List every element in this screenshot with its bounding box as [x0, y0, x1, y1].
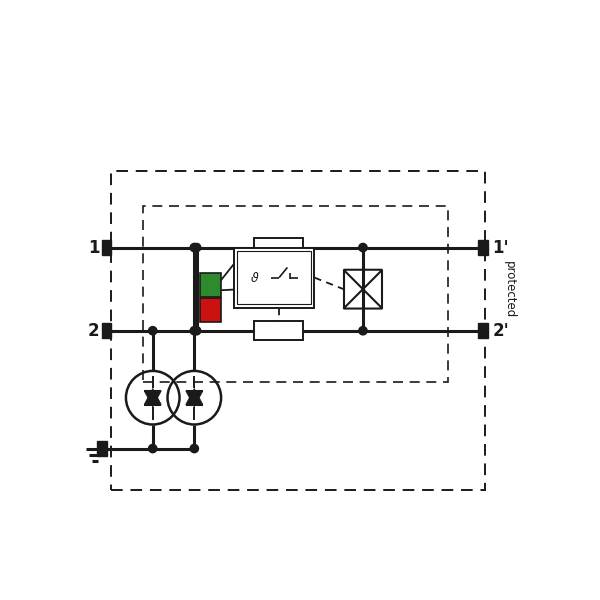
Text: $\vartheta$: $\vartheta$ — [250, 271, 259, 284]
Bar — [111, 172, 485, 490]
Circle shape — [151, 396, 154, 400]
Polygon shape — [144, 391, 161, 407]
Bar — [478, 240, 488, 255]
Text: 2: 2 — [88, 322, 100, 340]
Circle shape — [149, 445, 157, 452]
Bar — [143, 206, 448, 382]
Circle shape — [190, 445, 199, 452]
Bar — [237, 251, 311, 304]
Bar — [254, 238, 303, 257]
Bar — [102, 323, 111, 338]
Bar — [200, 298, 221, 322]
Bar — [233, 248, 314, 308]
Circle shape — [193, 326, 201, 335]
Circle shape — [359, 244, 367, 252]
Circle shape — [149, 326, 157, 335]
Bar — [254, 321, 303, 340]
Polygon shape — [144, 388, 161, 404]
Circle shape — [359, 326, 367, 335]
Bar — [102, 240, 111, 255]
Bar — [200, 274, 221, 298]
Text: protected: protected — [503, 260, 517, 318]
Polygon shape — [186, 391, 203, 407]
Circle shape — [193, 396, 196, 400]
Bar — [97, 441, 107, 456]
Circle shape — [190, 326, 199, 335]
Text: 1': 1' — [493, 239, 509, 257]
Circle shape — [190, 244, 199, 252]
Polygon shape — [186, 388, 203, 404]
Text: 2': 2' — [493, 322, 509, 340]
Bar — [478, 323, 488, 338]
Text: 1: 1 — [88, 239, 100, 257]
Circle shape — [193, 244, 201, 252]
